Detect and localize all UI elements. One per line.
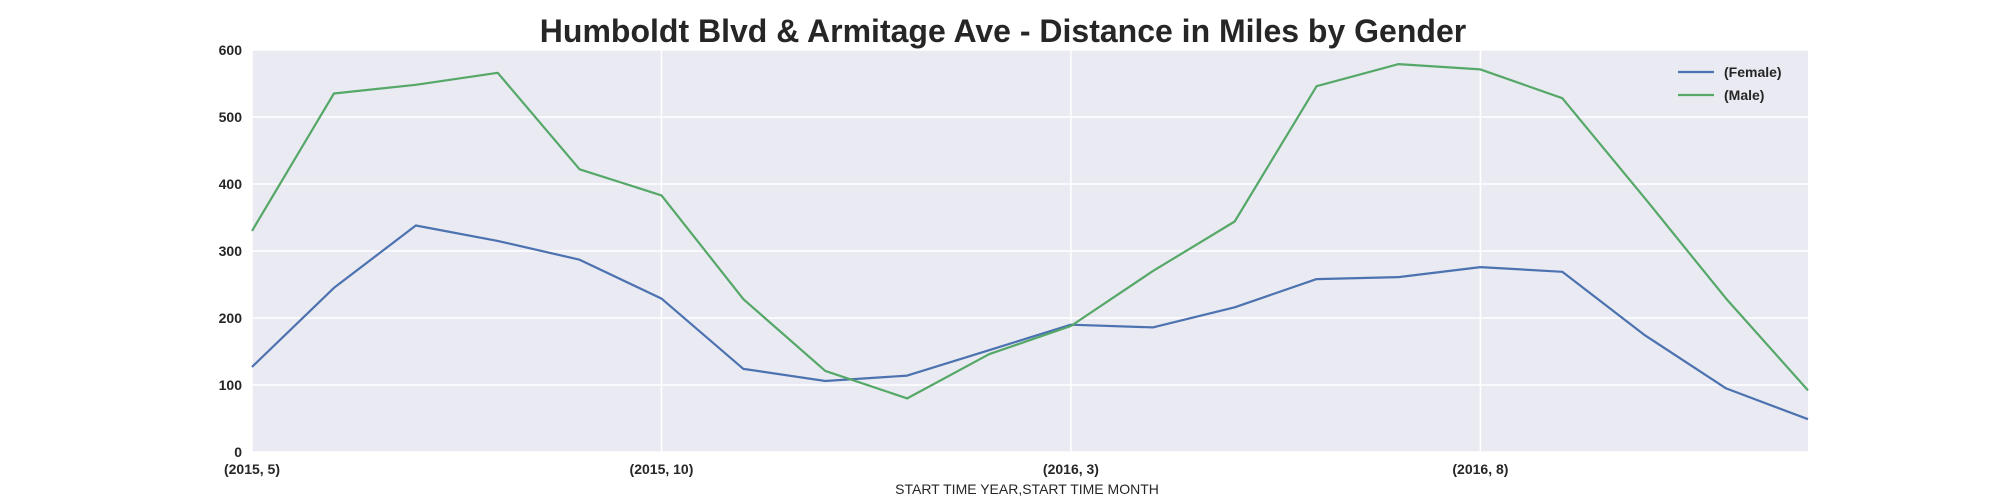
y-tick-label: 600 bbox=[219, 42, 243, 58]
y-tick-label: 200 bbox=[219, 310, 243, 326]
legend: (Female) (Male) bbox=[1678, 64, 1782, 103]
x-tick-label: (2016, 3) bbox=[1043, 461, 1099, 477]
series-lines bbox=[251, 62, 1809, 421]
grid-lines bbox=[251, 49, 1808, 453]
y-axis-ticks: 0 100 200 300 400 500 600 bbox=[219, 42, 243, 460]
x-tick-label: (2016, 8) bbox=[1452, 461, 1508, 477]
y-tick-label: 0 bbox=[234, 444, 242, 460]
x-tick-label: (2015, 5) bbox=[224, 461, 280, 477]
legend-label: (Female) bbox=[1724, 64, 1782, 80]
chart-title: Humboldt Blvd & Armitage Ave - Distance … bbox=[540, 13, 1466, 49]
legend-label: (Male) bbox=[1724, 87, 1764, 103]
x-tick-label: (2015, 10) bbox=[630, 461, 694, 477]
y-tick-label: 500 bbox=[219, 109, 243, 125]
y-tick-label: 300 bbox=[219, 243, 243, 259]
y-tick-label: 100 bbox=[219, 377, 243, 393]
x-axis-label: START TIME YEAR,START TIME MONTH bbox=[895, 481, 1159, 497]
x-axis-ticks: (2015, 5) (2015, 10) (2016, 3) (2016, 8) bbox=[224, 461, 1508, 477]
series-line-male bbox=[251, 62, 1809, 400]
series-line-female bbox=[251, 224, 1809, 421]
y-tick-label: 400 bbox=[219, 176, 243, 192]
